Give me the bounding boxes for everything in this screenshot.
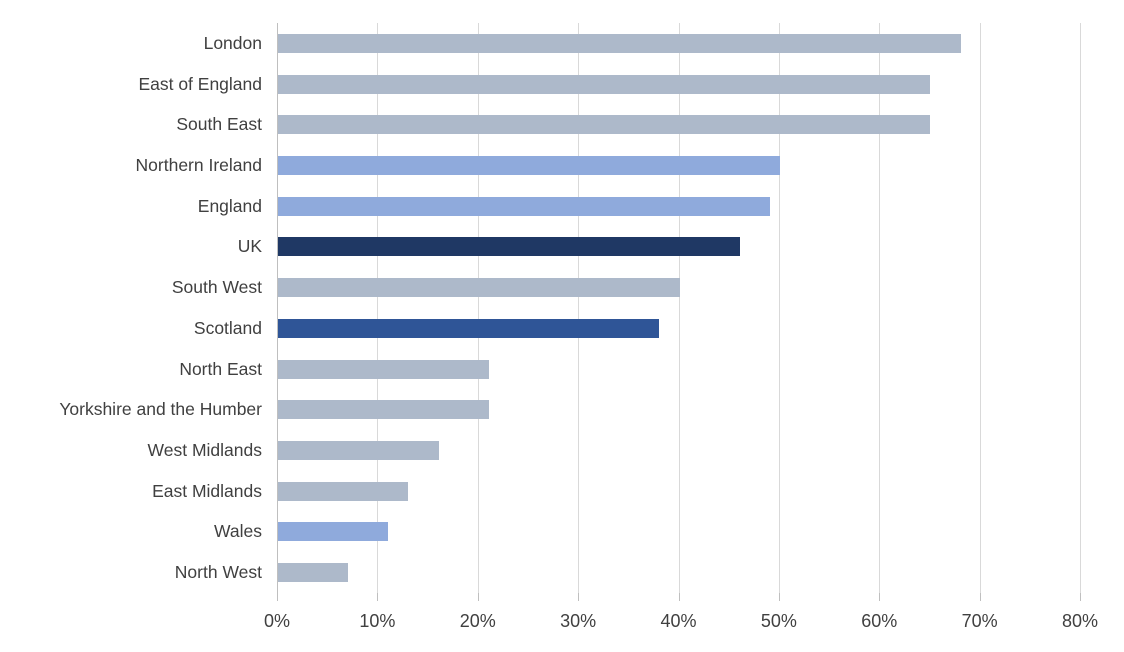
category-label: East of England xyxy=(138,73,262,94)
gridline xyxy=(879,23,881,593)
category-label: Wales xyxy=(214,521,262,542)
bar xyxy=(278,74,931,94)
category-label: East Midlands xyxy=(152,480,262,501)
gridline xyxy=(979,23,981,593)
x-axis-tick-label: 80% xyxy=(1061,611,1099,631)
x-axis-tick-label: 60% xyxy=(861,611,898,631)
category-label: North West xyxy=(174,562,262,583)
bar xyxy=(278,441,439,460)
axis-tick-mark xyxy=(979,593,981,601)
bar xyxy=(278,33,961,53)
bar xyxy=(278,400,489,420)
category-label: London xyxy=(203,32,262,53)
axis-tick-mark xyxy=(1080,593,1081,601)
bar xyxy=(278,481,409,501)
category-label: England xyxy=(197,195,262,216)
bar xyxy=(278,156,780,175)
bar xyxy=(278,318,660,338)
gridline xyxy=(578,23,580,593)
gridline xyxy=(678,23,680,593)
gridline xyxy=(377,23,379,593)
category-label: Northern Ireland xyxy=(135,155,262,175)
x-axis-tick-label: 50% xyxy=(760,611,797,631)
axis-tick-mark xyxy=(678,593,680,601)
x-axis-tick-label: 20% xyxy=(459,611,496,631)
axis-tick-mark xyxy=(578,593,580,601)
gridline xyxy=(477,23,479,593)
bar xyxy=(278,359,489,379)
y-axis-line xyxy=(277,23,278,593)
category-label: Scotland xyxy=(193,317,262,338)
category-label: West Midlands xyxy=(147,440,262,460)
bar xyxy=(278,522,389,542)
x-axis-tick-label: 0% xyxy=(263,611,291,631)
category-label: UK xyxy=(237,236,262,257)
x-axis-tick-label: 70% xyxy=(961,611,998,631)
bar xyxy=(278,237,740,257)
gridline xyxy=(778,23,780,593)
axis-tick-mark xyxy=(477,593,479,601)
category-label: South East xyxy=(176,114,262,135)
bar xyxy=(278,115,931,135)
axis-tick-mark xyxy=(879,593,881,601)
x-axis-tick-label: 10% xyxy=(359,611,396,631)
axis-tick-mark xyxy=(778,593,780,601)
bar xyxy=(278,563,349,583)
category-label: Yorkshire and the Humber xyxy=(59,399,262,420)
category-label: South West xyxy=(171,277,262,298)
axis-tick-mark xyxy=(377,593,379,601)
gridline xyxy=(1080,23,1081,593)
bar xyxy=(278,278,680,298)
x-axis-tick-label: 40% xyxy=(660,611,697,631)
category-label: North East xyxy=(179,358,262,379)
x-axis-tick-label: 30% xyxy=(560,611,597,631)
axis-tick-mark xyxy=(277,593,278,601)
bar xyxy=(278,196,770,216)
